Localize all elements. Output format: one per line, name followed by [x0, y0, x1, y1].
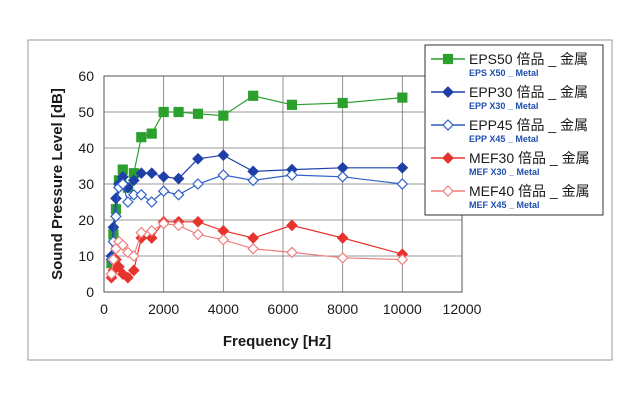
data-point — [172, 188, 185, 201]
data-point — [396, 178, 409, 190]
y-tick-label: 50 — [78, 104, 94, 120]
data-point — [396, 253, 409, 266]
x-tick-label: 0 — [100, 301, 108, 317]
data-point — [396, 161, 409, 174]
data-point — [336, 232, 349, 244]
data-point — [172, 172, 185, 185]
data-point — [116, 178, 129, 190]
data-point — [286, 246, 298, 259]
y-tick-label: 10 — [78, 248, 94, 264]
y-tick-label: 40 — [78, 140, 94, 156]
data-point — [127, 250, 140, 262]
legend-swatch-marker — [442, 185, 454, 197]
data-point — [192, 108, 204, 119]
data-point — [336, 251, 349, 264]
data-point — [217, 169, 230, 181]
data-point — [157, 185, 170, 198]
data-point — [217, 233, 230, 246]
axes: 0 10 20 30 40 50 60 0 2000 4000 6000 8000 10000 12000 — [78, 68, 481, 317]
y-axis-label: Sound Pressure Level [dB] — [49, 88, 66, 280]
data-point — [172, 219, 185, 232]
legend-sublabel: EPS X50 _ Metal — [469, 68, 539, 78]
data-point — [397, 92, 408, 103]
y-tick-label: 60 — [78, 68, 94, 84]
x-tick-label: 4000 — [208, 301, 239, 317]
data-point — [286, 219, 298, 232]
y-tick-label: 20 — [78, 212, 94, 228]
data-point — [192, 152, 204, 165]
legend-swatch-marker — [442, 119, 454, 131]
x-tick-label: 10000 — [383, 301, 422, 317]
legend-label: EPP30 倍品 _ 金属 — [469, 84, 588, 100]
y-tick-label: 0 — [86, 284, 94, 300]
legend-label: MEF30 倍品 _ 金属 — [469, 150, 590, 166]
data-point — [135, 188, 148, 201]
legend-label: MEF40 倍品 _ 金属 — [469, 183, 590, 199]
data-point — [145, 224, 158, 237]
data-point — [192, 228, 204, 241]
data-point — [248, 90, 259, 101]
legend-sublabel: MEF X30 _ Metal — [469, 167, 540, 177]
data-point — [192, 215, 204, 228]
series-group — [105, 90, 409, 284]
legend-sublabel: EPP X30 _ Metal — [469, 101, 538, 111]
data-point — [146, 128, 157, 139]
legend-box — [424, 44, 604, 216]
data-point — [157, 217, 170, 230]
data-point — [145, 196, 158, 208]
data-point — [116, 239, 129, 252]
data-point — [336, 170, 349, 183]
data-point — [127, 174, 140, 187]
x-tick-label: 12000 — [443, 301, 482, 317]
data-point — [122, 271, 134, 284]
data-point — [135, 167, 148, 180]
legend-label: EPS50 倍品 _ 金属 — [469, 51, 588, 67]
data-point — [127, 264, 140, 277]
data-point — [157, 170, 170, 183]
data-point — [173, 106, 184, 118]
data-point — [337, 97, 348, 109]
data-point — [158, 106, 169, 118]
data-point — [135, 226, 148, 239]
data-point — [247, 242, 260, 255]
x-tick-label: 6000 — [267, 301, 298, 317]
legend-sublabel: EPP X45 _ Metal — [469, 134, 538, 144]
data-point — [122, 196, 134, 208]
legend-swatch-marker — [442, 86, 454, 98]
x-tick-label: 2000 — [148, 301, 179, 317]
series-5 — [105, 217, 409, 280]
data-point — [107, 253, 120, 266]
data-point — [105, 268, 118, 280]
data-point — [286, 169, 298, 181]
data-point — [192, 178, 204, 190]
data-point — [107, 221, 120, 234]
data-point — [145, 167, 158, 180]
data-point — [218, 110, 229, 121]
legend-swatch-marker — [442, 53, 454, 65]
data-point — [113, 260, 125, 273]
legend-label: EPP45 倍品 _ 金属 — [469, 117, 588, 133]
x-tick-label: 8000 — [327, 301, 358, 317]
grid — [103, 75, 463, 293]
x-axis-label: Frequency [Hz] — [223, 333, 331, 350]
data-point — [217, 149, 230, 162]
data-point — [286, 99, 298, 110]
y-tick-label: 30 — [78, 176, 94, 192]
legend-sublabel: MEF X45 _ Metal — [469, 200, 540, 210]
data-point — [136, 132, 147, 143]
data-point — [145, 232, 158, 244]
data-point — [247, 174, 260, 187]
data-point — [110, 210, 122, 223]
legend-swatch-marker — [442, 152, 454, 164]
